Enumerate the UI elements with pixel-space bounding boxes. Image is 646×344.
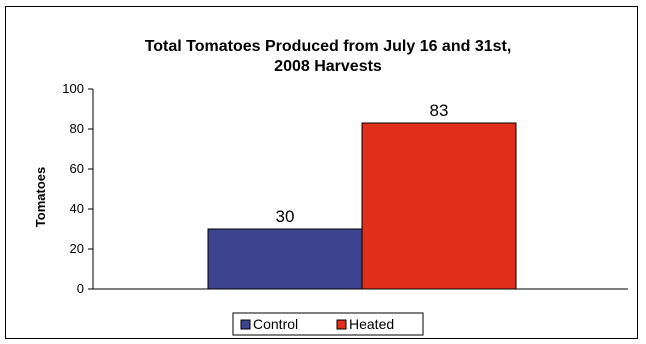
chart-frame: Total Tomatoes Produced from July 16 and… — [5, 6, 638, 339]
y-tick-label: 20 — [70, 241, 84, 256]
data-label-control: 30 — [276, 207, 295, 226]
legend: Control Heated — [232, 312, 424, 336]
legend-swatch-control — [240, 319, 251, 330]
legend-box — [232, 312, 424, 336]
y-tick-label: 100 — [62, 81, 84, 96]
chart-title-line-1: Total Tomatoes Produced from July 16 and… — [145, 38, 512, 55]
legend-label-control: Control — [253, 316, 298, 332]
y-tick-label: 40 — [70, 201, 84, 216]
bar-control — [207, 228, 363, 290]
legend-swatch-heated — [336, 319, 347, 330]
y-axis-label: Tomatoes — [33, 167, 48, 227]
y-axis-ticks: 0 20 40 60 80 100 — [62, 81, 93, 296]
data-label-heated: 83 — [430, 101, 449, 120]
bar-chart: Total Tomatoes Produced from July 16 and… — [33, 38, 628, 336]
bars-group: 30 83 — [207, 101, 517, 290]
y-tick-label: 80 — [70, 121, 84, 136]
bar-heated — [361, 122, 517, 290]
y-tick-label: 60 — [70, 161, 84, 176]
legend-label-heated: Heated — [349, 316, 394, 332]
chart-title-line-2: 2008 Harvests — [274, 58, 382, 75]
y-tick-label: 0 — [77, 281, 84, 296]
